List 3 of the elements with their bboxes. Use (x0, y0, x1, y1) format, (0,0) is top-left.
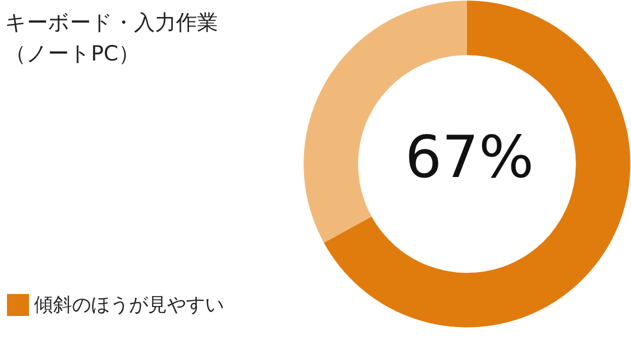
text: キーボード・入力作業（ノートPC） (5, 10, 218, 66)
text: 67% (405, 123, 534, 191)
legend-label: 傾斜のほうが見やすい (34, 294, 224, 316)
